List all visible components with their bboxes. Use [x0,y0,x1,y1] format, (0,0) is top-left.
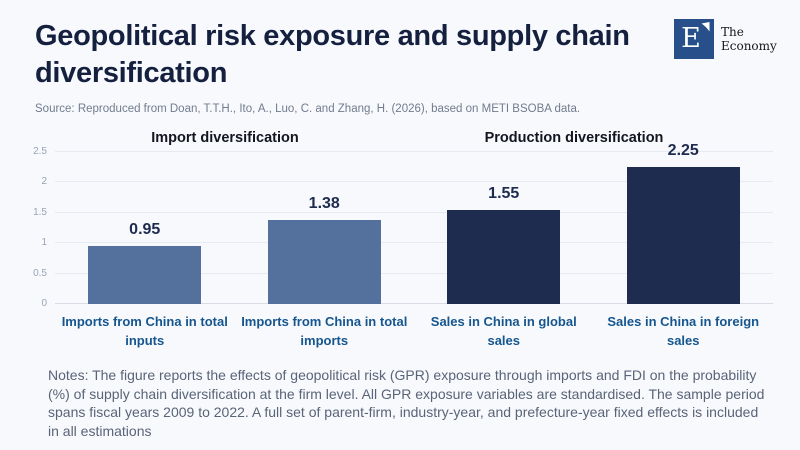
y-tick-label: 0 [41,298,47,309]
logo-letter: E [681,23,701,54]
brand-logo: E The Economy [674,19,794,61]
page-title-line1: Geopolitical risk exposure and supply ch… [35,20,630,52]
grid-line [55,181,773,182]
bar [267,220,381,304]
grid-line [55,273,773,274]
bar [88,246,202,304]
page-title: Geopolitical risk exposure and supply ch… [35,18,695,92]
group-header-import: Import diversification [151,130,299,146]
bar-value-label: 1.38 [308,195,340,212]
bar-value-label: 1.55 [488,185,520,202]
bar [626,167,740,304]
grid-line [55,151,773,152]
grid-line [55,303,773,304]
y-tick-label: 0.5 [33,268,47,279]
logo-name-line1: The [721,25,744,39]
notes-text: Notes: The figure reports the effects of… [48,367,765,439]
category-label: Sales in China in global sales [430,314,577,348]
source-line: Source: Reproduced from Doan, T.T.H., It… [35,103,581,115]
brand-logo-name: The Economy [721,25,777,61]
category-label-row: Imports from China in total inputs Import… [55,312,773,350]
bar-value-label: 2.25 [667,142,699,159]
logo-name-line2: Economy [721,38,777,53]
bar [447,210,561,304]
bar-value-label: 0.95 [129,221,161,238]
y-tick-label: 2.5 [33,146,47,157]
category-label: Imports from China in total inputs [61,314,228,348]
y-tick-label: 1 [41,237,47,248]
category-label: Imports from China in total imports [241,314,408,348]
category-label: Sales in China in foreign sales [607,314,760,348]
y-tick-label: 2 [41,176,47,187]
grid-line [55,242,773,243]
brand-logo-mark: E [674,19,714,59]
grid-line [55,212,773,213]
plot-area: 0 0.5 1 1.5 2 2.5 0.95 1.38 1.55 2.25 [33,142,773,309]
group-header-production: Production diversification [484,130,664,146]
logo-apostrophe-icon [701,22,710,32]
y-tick-label: 1.5 [33,207,47,218]
page-title-line2: diversification [35,57,228,89]
